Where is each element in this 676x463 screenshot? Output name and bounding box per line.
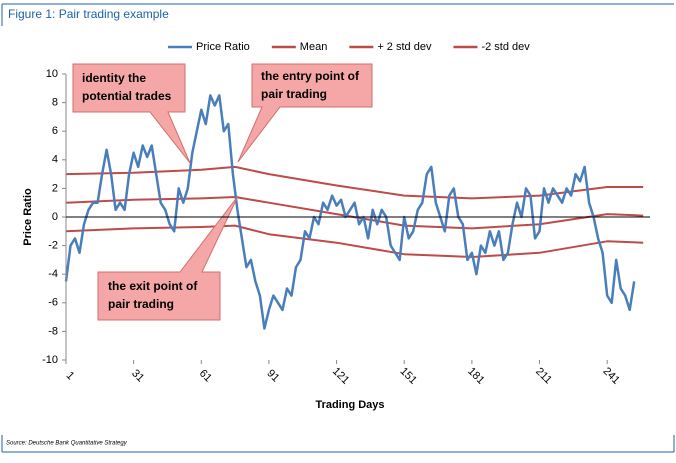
y-tick-label: 10 bbox=[46, 68, 58, 80]
y-tick-label: 0 bbox=[52, 211, 58, 223]
y-tick-label: -4 bbox=[48, 268, 58, 280]
legend-label: Price Ratio bbox=[196, 41, 250, 53]
x-tick-label: 211 bbox=[533, 365, 554, 386]
figure-title: Figure 1: Pair trading example bbox=[8, 7, 169, 21]
y-tick-label: 6 bbox=[52, 125, 58, 137]
x-tick-label: 181 bbox=[465, 365, 486, 386]
x-tick-label: 241 bbox=[600, 365, 621, 386]
series-line bbox=[64, 94, 636, 330]
y-tick-label: -10 bbox=[42, 354, 58, 366]
callout-text: identity the bbox=[82, 71, 146, 85]
y-tick-label: 2 bbox=[52, 182, 58, 194]
x-tick-label: 151 bbox=[398, 365, 419, 386]
x-axis-label: Trading Days bbox=[315, 399, 384, 411]
y-tick-label: -6 bbox=[48, 297, 58, 309]
callout-text: the exit point of bbox=[108, 279, 198, 293]
y-tick-label: 4 bbox=[52, 154, 58, 166]
callout-text: potential trades bbox=[82, 89, 172, 103]
x-tick-label: 31 bbox=[129, 367, 146, 384]
callout-text: pair trading bbox=[108, 297, 174, 311]
callout-text: the entry point of bbox=[261, 69, 360, 83]
series-line bbox=[65, 224, 644, 258]
legend-label: Mean bbox=[300, 41, 328, 53]
x-tick-label: 61 bbox=[197, 367, 214, 384]
y-tick-label: -8 bbox=[48, 325, 58, 337]
y-tick-label: -2 bbox=[48, 240, 58, 252]
callouts: identity the potential trades the entry … bbox=[72, 63, 373, 321]
series-line bbox=[65, 165, 644, 200]
x-tick-label: 1 bbox=[64, 370, 77, 383]
y-axis-label: Price Ratio bbox=[22, 188, 34, 246]
callout-text: pair trading bbox=[261, 87, 327, 101]
legend-label: + 2 std dev bbox=[377, 41, 432, 53]
y-tick-label: 8 bbox=[52, 97, 58, 109]
x-tick-label: 121 bbox=[330, 365, 351, 386]
source: Source: Deutsche Bank Quantitative Strat… bbox=[6, 441, 128, 447]
legend-label: -2 std dev bbox=[481, 41, 530, 53]
callout-box bbox=[97, 195, 239, 321]
x-tick-label: 91 bbox=[264, 367, 281, 384]
callout-box bbox=[237, 63, 373, 163]
callout-box bbox=[72, 63, 191, 164]
